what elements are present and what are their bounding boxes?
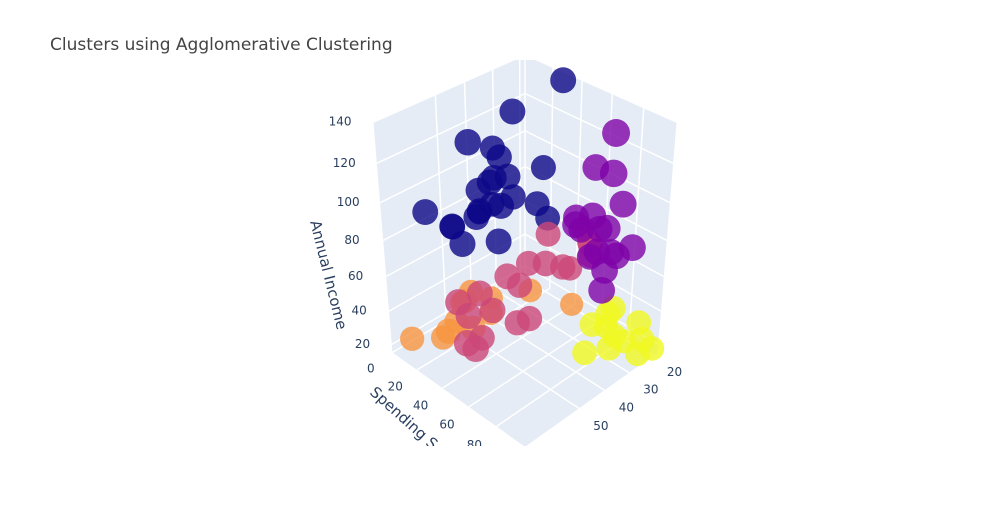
point <box>445 289 472 316</box>
point <box>524 191 550 217</box>
point <box>516 305 543 332</box>
point <box>454 128 481 156</box>
x-tick-label: 50 <box>593 419 608 433</box>
y-tick-label: 0 <box>367 362 375 376</box>
point <box>609 190 637 218</box>
point <box>463 204 490 230</box>
point <box>560 292 584 316</box>
point <box>572 340 597 366</box>
point <box>530 155 556 181</box>
grid-line <box>373 60 516 123</box>
point <box>449 230 476 257</box>
z-tick-label: 60 <box>348 269 363 283</box>
z-tick-label: 120 <box>333 156 356 170</box>
grid-line <box>376 92 526 164</box>
point <box>535 221 561 247</box>
point <box>532 250 559 277</box>
point <box>591 257 618 284</box>
point <box>602 119 631 147</box>
point <box>499 98 526 125</box>
point <box>596 335 622 361</box>
point <box>619 234 646 261</box>
point <box>485 228 512 255</box>
point <box>466 280 493 307</box>
point <box>400 326 425 351</box>
grid-line <box>518 60 522 277</box>
z-tick-label: 80 <box>344 233 359 247</box>
y-tick-label: 20 <box>388 380 403 394</box>
y-tick-label: 80 <box>467 438 482 452</box>
point <box>486 144 512 170</box>
point <box>593 214 621 243</box>
x-tick-label: 20 <box>667 365 682 379</box>
grid-line <box>468 318 603 408</box>
point <box>588 276 616 304</box>
point <box>595 301 621 327</box>
point <box>599 159 628 188</box>
y-tick-label: 60 <box>439 418 454 432</box>
point <box>435 318 462 344</box>
chart-title: Clusters using Agglomerative Clustering <box>50 35 393 55</box>
z-tick-label: 20 <box>355 337 370 351</box>
z-tick-label: 140 <box>329 115 352 129</box>
grid-line <box>434 94 447 321</box>
point <box>453 330 481 357</box>
point <box>550 67 577 94</box>
x-tick-label: 30 <box>643 382 658 396</box>
grid-line <box>628 107 645 336</box>
z-tick-label: 40 <box>352 304 367 318</box>
point <box>487 192 515 219</box>
y-tick-label: 40 <box>413 398 428 412</box>
grid-line <box>534 60 677 123</box>
grid-line <box>524 92 674 164</box>
grid-line <box>442 302 576 389</box>
point <box>629 326 655 352</box>
z-tick-label: 100 <box>337 195 360 209</box>
point <box>476 169 503 196</box>
point <box>562 211 590 239</box>
point <box>412 199 439 225</box>
point <box>494 263 521 290</box>
x-tick-label: 40 <box>619 400 634 414</box>
